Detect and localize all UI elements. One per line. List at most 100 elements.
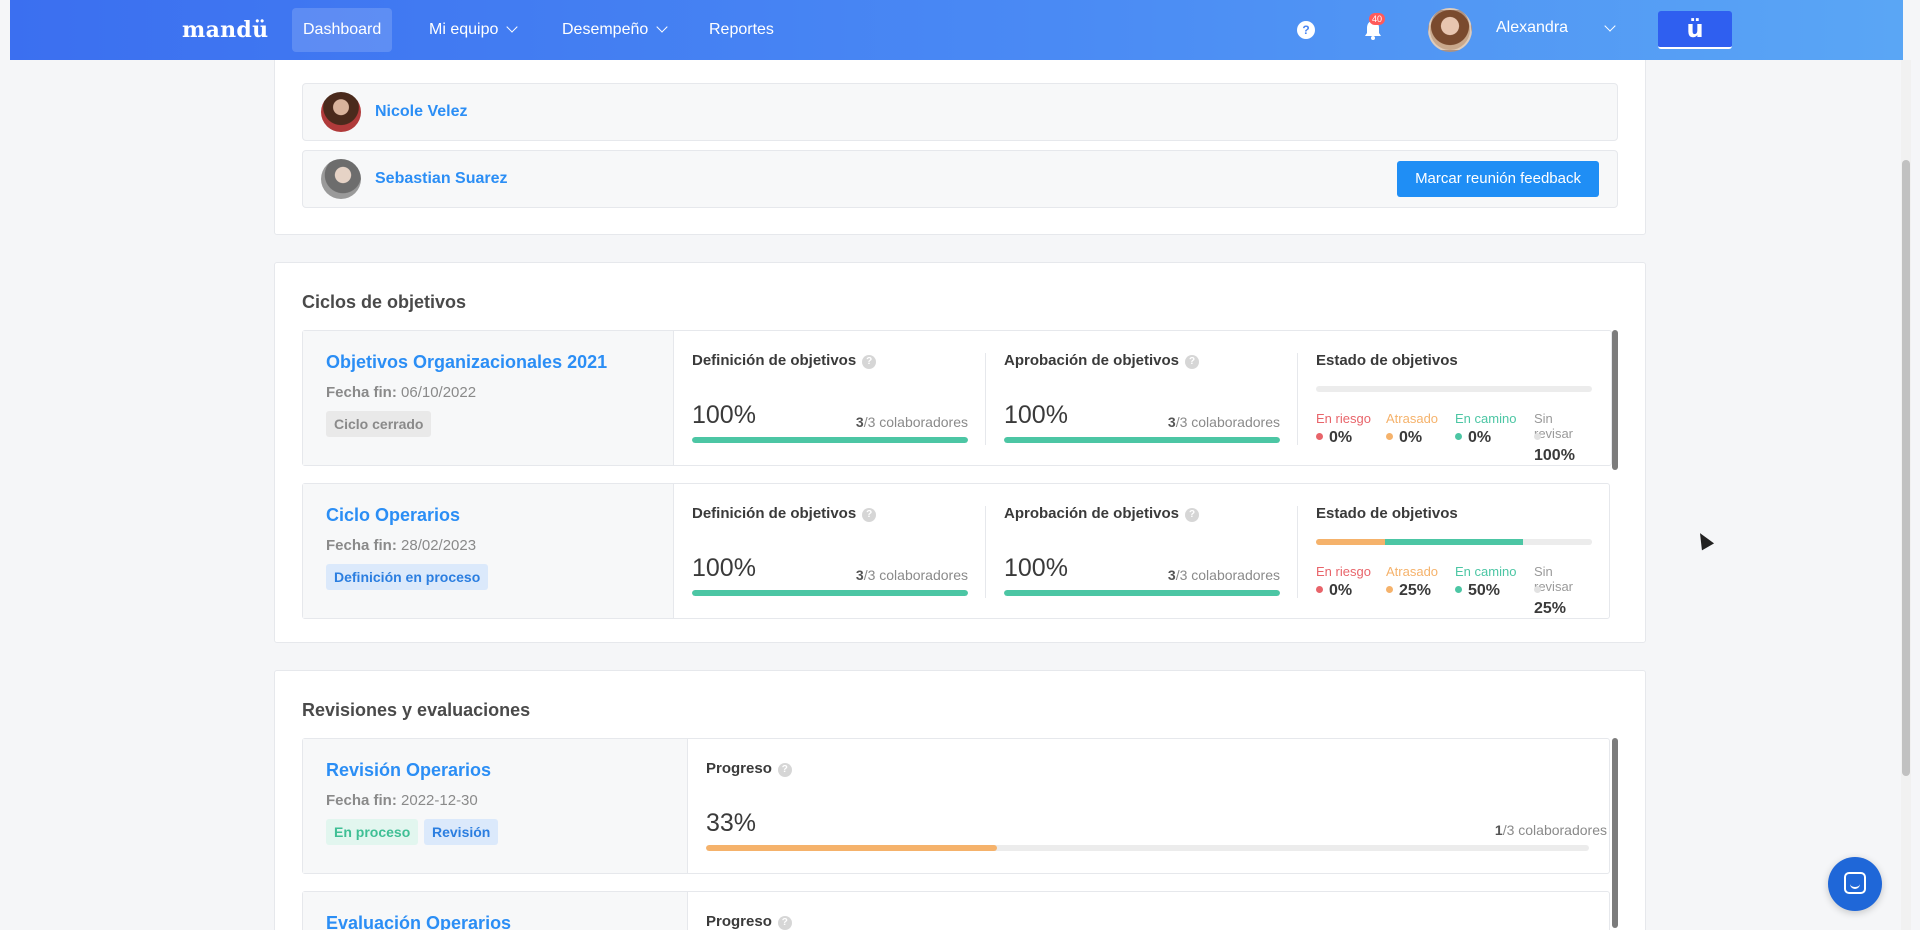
metric-title-text: Progreso <box>706 760 772 777</box>
review-name[interactable]: Evaluación Operarios <box>326 913 512 930</box>
chat-button[interactable] <box>1828 857 1882 911</box>
help-icon[interactable]: ? <box>862 508 877 522</box>
status-label-sin-revisar: Sin revisar <box>1534 564 1574 594</box>
review-summary: Revisión Operarios Fecha fin: 2022-12-30… <box>303 739 688 873</box>
mouse-cursor-icon <box>1693 529 1715 551</box>
chevron-down-icon[interactable] <box>1604 20 1616 32</box>
progress-bar <box>1004 437 1280 443</box>
count-value: 1 <box>1494 822 1503 838</box>
review-item: Revisión Operarios Fecha fin: 2022-12-30… <box>302 738 1610 874</box>
green-dot-icon <box>1455 433 1462 440</box>
review-progress: Progreso? 33% 1/3 colaboradores <box>688 739 1607 873</box>
status-value-text: 100% <box>1534 447 1575 464</box>
status-label-en-camino: En camino <box>1455 564 1517 579</box>
help-icon[interactable]: ? <box>777 763 792 777</box>
help-icon[interactable]: ? <box>862 355 877 369</box>
progress-bar-fill <box>692 590 968 596</box>
progress-bar-fill <box>1004 437 1280 443</box>
reviews-title: Revisiones y evaluaciones <box>302 700 531 720</box>
nav-desempeno[interactable]: Desempeño <box>551 8 677 52</box>
metric-percentage: 33% <box>706 809 757 837</box>
status-value: 25% <box>1534 582 1574 618</box>
notification-badge: 40 <box>1369 13 1386 25</box>
cycle-item: Objetivos Organizacionales 2021 Fecha fi… <box>302 330 1612 466</box>
status-segment-en-camino <box>1385 539 1523 545</box>
cycle-name[interactable]: Ciclo Operarios <box>326 505 461 525</box>
status-value: 0% <box>1316 429 1352 447</box>
grey-dot-icon <box>1534 433 1541 440</box>
divider <box>985 353 986 445</box>
definition-metric: Definición de objetivos? 100% 3/3 colabo… <box>674 331 968 465</box>
date-value: 06/10/2022 <box>401 384 477 401</box>
status-value-text: 0% <box>1329 582 1353 599</box>
count-total: /3 colaboradores <box>1502 822 1607 838</box>
progress-bar <box>706 845 1589 851</box>
metric-percentage: 100% <box>1004 401 1068 429</box>
status-value: 50% <box>1455 582 1500 600</box>
nav-desempeno-label: Desempeño <box>562 21 649 38</box>
review-end-date: Fecha fin: 2022-12-30 <box>326 792 478 809</box>
status-value: 100% <box>1534 429 1575 465</box>
help-icon[interactable]: ? <box>1297 21 1315 39</box>
help-icon[interactable]: ? <box>777 916 792 930</box>
status-badge: Definición en proceso <box>326 564 489 590</box>
cycles-scrollbar[interactable] <box>1612 330 1618 470</box>
cycle-summary: Objetivos Organizacionales 2021 Fecha fi… <box>303 331 674 465</box>
review-name[interactable]: Revisión Operarios <box>326 760 492 780</box>
status-label-en-camino: En camino <box>1455 411 1517 426</box>
approval-metric: Aprobación de objetivos? 100% 3/3 colabo… <box>986 484 1280 618</box>
status-title: Estado de objetivos <box>1316 505 1458 522</box>
person-row: Nicole Velez <box>302 83 1618 141</box>
user-name[interactable]: Alexandra <box>1496 19 1569 36</box>
logo[interactable]: mandü <box>182 17 269 43</box>
nav-mi-equipo[interactable]: Mi equipo <box>418 8 527 52</box>
cycle-summary: Ciclo Operarios Fecha fin: 28/02/2023 De… <box>303 484 674 618</box>
person-name[interactable]: Nicole Velez <box>375 103 468 120</box>
page-scrollbar-thumb[interactable] <box>1902 160 1910 776</box>
brand-button[interactable]: ü <box>1658 11 1732 49</box>
chevron-down-icon <box>506 21 519 33</box>
help-icon[interactable]: ? <box>1185 355 1200 369</box>
grey-dot-icon <box>1534 586 1541 593</box>
status-badge: Ciclo cerrado <box>326 411 432 437</box>
user-avatar[interactable] <box>1428 8 1472 52</box>
metric-title-text: Aprobación de objetivos <box>1004 352 1180 369</box>
progress-bar-fill <box>1004 590 1280 596</box>
reviews-scrollbar[interactable] <box>1612 738 1618 928</box>
divider <box>1297 506 1298 598</box>
cycle-item: Ciclo Operarios Fecha fin: 28/02/2023 De… <box>302 483 1610 619</box>
metric-title-text: Definición de objetivos <box>692 352 857 369</box>
metric-title: Aprobación de objetivos? <box>1004 352 1200 369</box>
status-label-atrasado: Atrasado <box>1386 564 1439 579</box>
status-value-text: 50% <box>1468 582 1501 599</box>
metric-percentage: 100% <box>1004 554 1068 582</box>
metric-count: 3/3 colaboradores <box>856 567 968 583</box>
nav-reportes[interactable]: Reportes <box>709 21 774 38</box>
status-value: 0% <box>1316 582 1352 600</box>
status-value: 0% <box>1455 429 1491 447</box>
type-badge: Revisión <box>424 819 499 845</box>
progress-bar <box>692 590 968 596</box>
help-icon[interactable]: ? <box>1185 508 1200 522</box>
status-value-text: 0% <box>1329 429 1353 446</box>
nav-dashboard[interactable]: Dashboard <box>292 8 393 52</box>
red-dot-icon <box>1316 586 1323 593</box>
status-bar <box>1316 539 1592 545</box>
status-value-text: 0% <box>1399 429 1423 446</box>
count-value: 3 <box>855 414 864 430</box>
count-value: 3 <box>1167 414 1176 430</box>
date-value: 2022-12-30 <box>401 792 478 809</box>
metric-title: Progreso? <box>706 760 792 777</box>
status-value-text: 0% <box>1468 429 1492 446</box>
metric-count: 3/3 colaboradores <box>1168 567 1280 583</box>
schedule-feedback-button[interactable]: Marcar reunión feedback <box>1397 161 1599 197</box>
count-value: 3 <box>1167 567 1176 583</box>
red-dot-icon <box>1316 433 1323 440</box>
divider <box>1297 353 1298 445</box>
cycle-name[interactable]: Objetivos Organizacionales 2021 <box>326 352 608 372</box>
metric-title: Definición de objetivos? <box>692 352 877 369</box>
review-summary: Evaluación Operarios <box>303 892 688 930</box>
chevron-down-icon <box>656 21 668 33</box>
person-name[interactable]: Sebastian Suarez <box>375 170 508 187</box>
top-navbar: mandü Dashboard Mi equipo Desempeño Repo… <box>10 0 1903 60</box>
